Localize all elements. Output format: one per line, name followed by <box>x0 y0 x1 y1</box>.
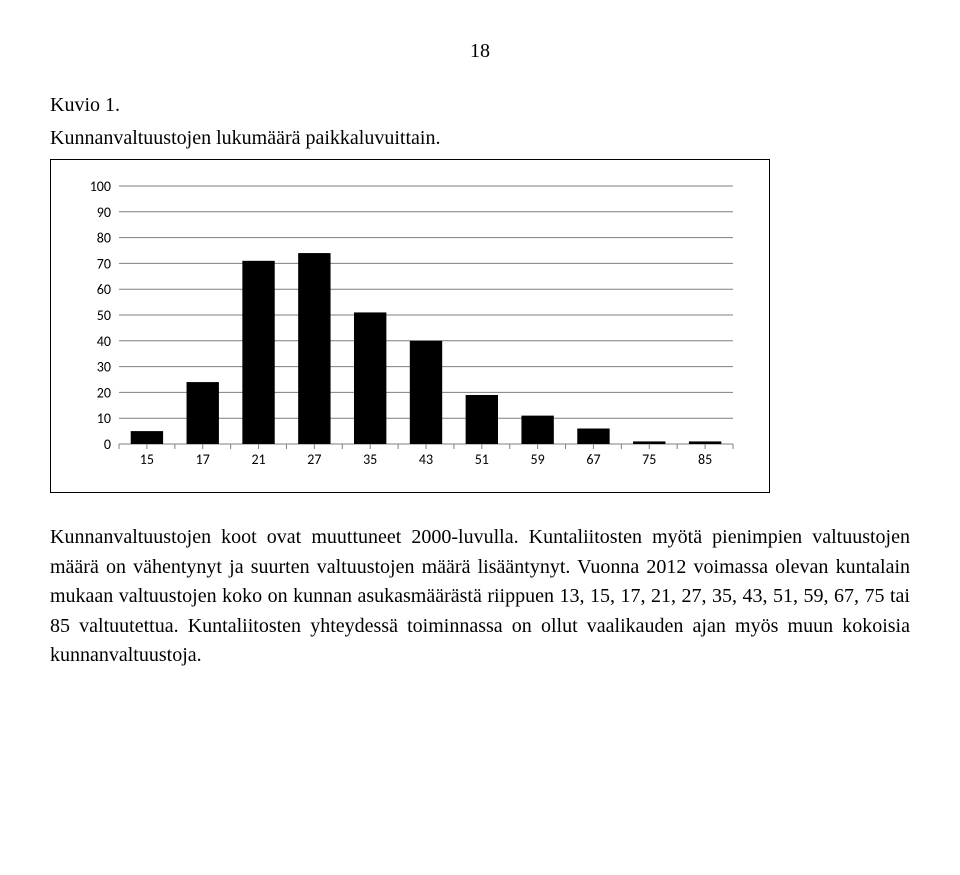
svg-text:35: 35 <box>363 451 377 468</box>
figure-caption-1: Kuvio 1. <box>50 91 910 120</box>
svg-text:90: 90 <box>97 204 111 221</box>
svg-text:21: 21 <box>251 451 265 468</box>
svg-text:80: 80 <box>97 230 111 247</box>
svg-text:10: 10 <box>97 410 111 427</box>
svg-text:0: 0 <box>104 436 111 453</box>
svg-text:51: 51 <box>475 451 489 468</box>
svg-text:17: 17 <box>196 451 210 468</box>
svg-text:30: 30 <box>97 359 111 376</box>
svg-text:59: 59 <box>531 451 545 468</box>
svg-text:60: 60 <box>97 281 111 298</box>
chart-container: 0 10 20 30 40 50 60 70 80 90 100 15 17 21 27 35 43 51 59 67… <box>50 159 770 493</box>
svg-text:15: 15 <box>140 451 154 468</box>
figure-caption-2: Kunnanvaltuustojen lukumäärä paikkaluvui… <box>50 124 910 153</box>
svg-text:50: 50 <box>97 307 111 324</box>
svg-text:43: 43 <box>419 451 433 468</box>
svg-text:100: 100 <box>90 178 111 195</box>
page-number: 18 <box>50 40 910 63</box>
bar-chart: 0 10 20 30 40 50 60 70 80 90 100 15 17 21 27 35 43 51 59 67… <box>73 178 743 478</box>
svg-text:85: 85 <box>698 451 712 468</box>
svg-text:67: 67 <box>586 451 600 468</box>
svg-text:40: 40 <box>97 333 111 350</box>
svg-text:27: 27 <box>307 451 321 468</box>
body-paragraph: Kunnanvaltuustojen koot ovat muuttuneet … <box>50 523 910 671</box>
svg-text:20: 20 <box>97 384 111 401</box>
svg-text:70: 70 <box>97 255 111 272</box>
svg-text:75: 75 <box>642 451 656 468</box>
